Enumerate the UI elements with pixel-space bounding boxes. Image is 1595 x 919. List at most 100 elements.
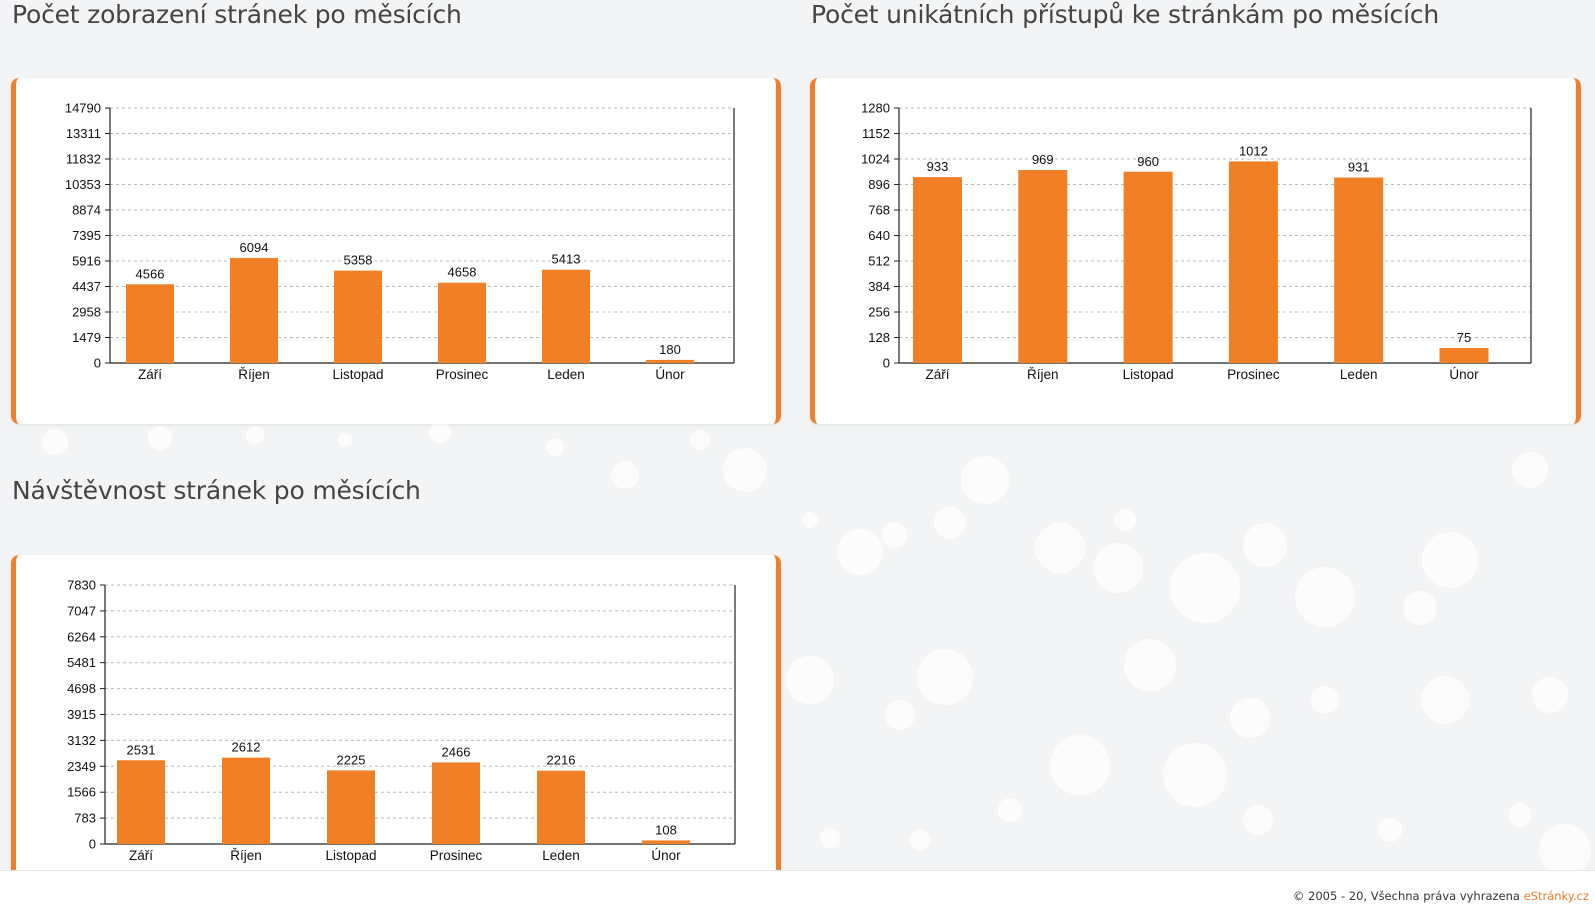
category-label: Únor (651, 848, 681, 863)
background-circle (1163, 743, 1227, 807)
page-views-chart-card: 0 1479 2958 4437 5916 7395 8874 10353 11832 13311… (11, 78, 781, 424)
background-circle (837, 529, 883, 575)
visits-bar-chart: 0 783 1566 2349 3132 3915 4698 5481 6264 7047 7830… (67, 578, 736, 863)
background-circle (246, 426, 264, 444)
y-tick-label: 4698 (67, 681, 96, 696)
category-label: Září (925, 367, 949, 382)
data-label: 1012 (1239, 143, 1268, 158)
bar (1439, 348, 1489, 363)
data-label: 2466 (442, 744, 471, 759)
bar (327, 770, 375, 844)
background-circle (1114, 509, 1136, 531)
background-circle (882, 522, 908, 548)
y-tick-label: 8874 (72, 203, 101, 218)
background-circle (723, 448, 767, 492)
y-tick-label: 0 (883, 356, 890, 371)
category-label: Listopad (325, 848, 376, 863)
category-label: Listopad (332, 367, 383, 382)
y-tick-label: 128 (868, 330, 890, 345)
background-circle (1421, 676, 1469, 724)
data-label: 5413 (552, 252, 581, 267)
page-views-title: Počet zobrazení stránek po měsících (12, 0, 462, 29)
y-tick-label: 0 (89, 837, 96, 852)
category-label: Říjen (1027, 367, 1059, 382)
background-circle (1422, 532, 1478, 588)
y-tick-label: 640 (868, 228, 890, 243)
background-circle (1170, 553, 1240, 623)
data-label: 2216 (547, 753, 576, 768)
y-tick-label: 1566 (67, 785, 96, 800)
background-circle (1243, 523, 1287, 567)
y-tick-label: 512 (868, 254, 890, 269)
y-tick-label: 7830 (67, 578, 96, 593)
y-tick-label: 2958 (72, 305, 101, 320)
bar (1334, 177, 1384, 363)
copyright-label: © 2005 - 20, Všechna práva vyhrazena (1292, 889, 1520, 903)
bar (438, 282, 486, 363)
background-circle (1093, 543, 1143, 593)
category-label: Leden (1340, 367, 1378, 382)
data-label: 960 (1137, 154, 1159, 169)
category-label: Listopad (1123, 367, 1174, 382)
background-circle (885, 700, 915, 730)
data-label: 969 (1032, 152, 1054, 167)
category-label: Prosinec (436, 367, 489, 382)
background-circle (148, 426, 172, 450)
category-label: Září (138, 367, 162, 382)
background-circle (1124, 639, 1176, 691)
category-label: Prosinec (430, 848, 483, 863)
bar (1123, 171, 1173, 363)
estranky-link[interactable]: eStránky.cz (1523, 889, 1589, 903)
bar (542, 269, 590, 363)
y-tick-label: 384 (868, 279, 890, 294)
bar (230, 257, 278, 363)
background-circle (1539, 824, 1591, 876)
background-circle (917, 649, 973, 705)
y-tick-label: 5481 (67, 655, 96, 670)
background-circle (690, 430, 710, 450)
page-views-bar-chart: 0 1479 2958 4437 5916 7395 8874 10353 11832 13311… (65, 101, 735, 382)
category-label: Únor (1449, 367, 1479, 382)
y-tick-label: 0 (94, 356, 101, 371)
y-tick-label: 768 (868, 203, 890, 218)
bar (117, 760, 165, 844)
bar (432, 762, 480, 844)
background-circle (1512, 452, 1548, 488)
data-label: 2531 (127, 742, 156, 757)
background-circle (1035, 523, 1085, 573)
category-label: Září (129, 848, 153, 863)
bar (537, 770, 585, 844)
bar (126, 284, 174, 363)
background-circle (1230, 698, 1270, 738)
y-tick-label: 783 (74, 811, 96, 826)
background-circle (1295, 567, 1355, 627)
y-tick-label: 7047 (67, 603, 96, 618)
background-circle (910, 830, 930, 850)
background-circle (1532, 677, 1568, 713)
background-circle (338, 433, 352, 447)
bar (642, 840, 690, 844)
y-tick-label: 1479 (72, 330, 101, 345)
y-tick-label: 13311 (66, 126, 101, 141)
data-label: 4566 (136, 266, 165, 281)
y-tick-label: 5916 (72, 254, 101, 269)
bar (334, 270, 382, 363)
unique-visits-chart-card: 0 128 256 384 512 640 768 896 1024 1152 1280 933 Zář… (810, 78, 1581, 424)
background-circle (1243, 805, 1273, 835)
background-circle (429, 421, 451, 443)
y-tick-label: 256 (868, 305, 890, 320)
data-label: 933 (927, 159, 949, 174)
background-circle (820, 828, 840, 848)
data-label: 2225 (337, 752, 366, 767)
category-label: Leden (547, 367, 585, 382)
bar (1228, 161, 1278, 363)
y-tick-label: 6264 (67, 629, 96, 644)
visits-title: Návštěvnost stránek po měsících (12, 476, 421, 505)
category-label: Říjen (238, 367, 270, 382)
background-circle (961, 456, 1009, 504)
background-circle (998, 798, 1022, 822)
background-circle (1508, 803, 1532, 827)
y-tick-label: 896 (868, 177, 890, 192)
background-circle (611, 461, 639, 489)
background-circle (802, 512, 818, 528)
